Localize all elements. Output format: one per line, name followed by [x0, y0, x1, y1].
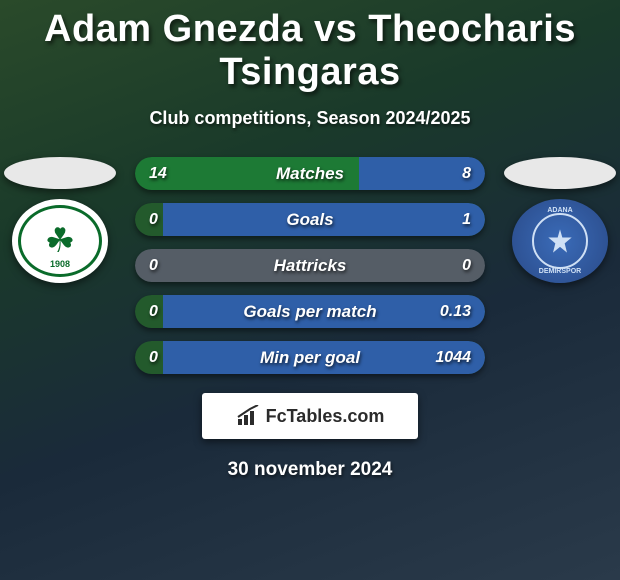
stat-label: Min per goal [260, 348, 360, 368]
stat-value-right: 1 [462, 211, 471, 229]
stat-label: Goals per match [243, 302, 376, 322]
stat-value-left: 14 [149, 165, 167, 183]
stat-value-right: 1044 [435, 349, 471, 367]
club-left-badge: ☘ 1908 [12, 199, 108, 283]
date: 30 november 2024 [0, 459, 620, 481]
stat-value-right: 0 [462, 257, 471, 275]
stat-row: 0 1 Goals [135, 203, 485, 236]
brand-text: FcTables.com [266, 406, 385, 427]
club-right-bottom-text: DEMİRSPOR [539, 268, 581, 275]
player-right-column: ADANA DEMİRSPOR [500, 157, 620, 283]
stat-row: 14 8 Matches [135, 157, 485, 190]
stat-value-right: 8 [462, 165, 471, 183]
stat-row: 0 1044 Min per goal [135, 341, 485, 374]
stat-value-right: 0.13 [440, 303, 471, 321]
player-left-photo [4, 157, 116, 189]
page-title: Adam Gnezda vs Theocharis Tsingaras [0, 0, 620, 94]
club-left-year: 1908 [50, 259, 70, 269]
stat-rows: 14 8 Matches 0 1 Goals 0 0 Hattricks 0 0.13 Goals p… [135, 157, 485, 374]
stat-value-left: 0 [149, 211, 158, 229]
stat-value-left: 0 [149, 257, 158, 275]
club-right-icon [546, 227, 574, 255]
player-left-column: ☘ 1908 [0, 157, 120, 283]
comparison-panel: ☘ 1908 ADANA DEMİRSPOR 14 8 Matches 0 1 Goals… [0, 157, 620, 377]
stat-value-left: 0 [149, 303, 158, 321]
player-right-photo [504, 157, 616, 189]
stat-value-left: 0 [149, 349, 158, 367]
stat-label: Matches [276, 164, 344, 184]
club-right-badge: ADANA DEMİRSPOR [512, 199, 608, 283]
stat-label: Hattricks [274, 256, 347, 276]
stat-row: 0 0.13 Goals per match [135, 295, 485, 328]
stat-row: 0 0 Hattricks [135, 249, 485, 282]
club-right-top-text: ADANA [547, 207, 572, 214]
subtitle: Club competitions, Season 2024/2025 [0, 108, 620, 129]
brand-chart-icon [236, 405, 262, 427]
stat-label: Goals [286, 210, 333, 230]
brand-box: FcTables.com [202, 393, 418, 439]
